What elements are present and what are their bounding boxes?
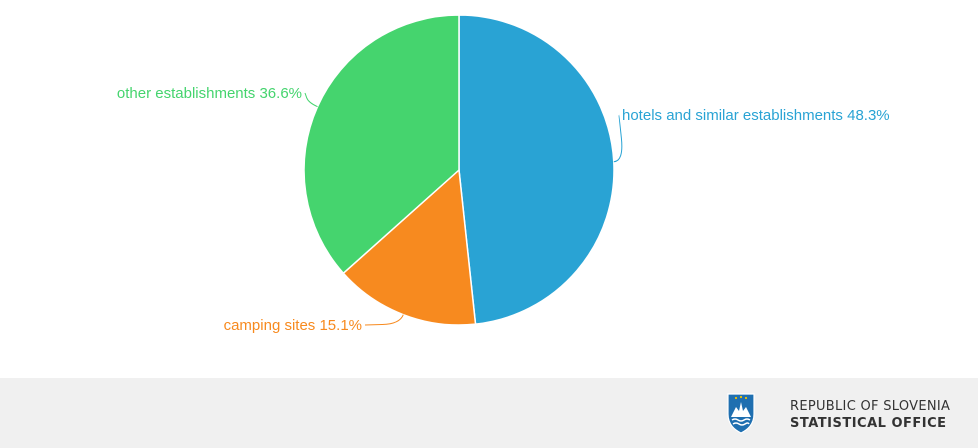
slovenia-crest-icon: [727, 393, 755, 434]
organization-name: REPUBLIC OF SLOVENIA STATISTICAL OFFICE: [790, 399, 950, 432]
slice-label-other-establishments: other establishments 36.6%: [117, 85, 302, 102]
connector-other-establishments: [304, 92, 318, 108]
org-name-line2: STATISTICAL OFFICE: [790, 416, 947, 431]
slice-labels: hotels and similar establishments 48.3% c…: [117, 85, 890, 334]
slice-label-hotels-and-similar-establishments: hotels and similar establishments 48.3%: [622, 107, 890, 124]
pie-chart: hotels and similar establishments 48.3% c…: [117, 14, 890, 334]
slice-label-camping-sites: camping sites 15.1%: [224, 317, 362, 334]
pie-slices: [303, 14, 615, 326]
org-name-line1: REPUBLIC OF SLOVENIA: [790, 399, 951, 414]
pie-slice-hotels-and-similar-establishments: [458, 14, 615, 325]
footer-bar: REPUBLIC OF SLOVENIA STATISTICAL OFFICE: [0, 378, 978, 448]
pie-slice-other-establishments: [303, 14, 460, 275]
connector-camping-sites: [364, 314, 404, 326]
connector-hotels-and-similar-establishments: [613, 114, 623, 163]
pie-slice-camping-sites: [342, 168, 477, 326]
label-connectors: [304, 92, 623, 326]
